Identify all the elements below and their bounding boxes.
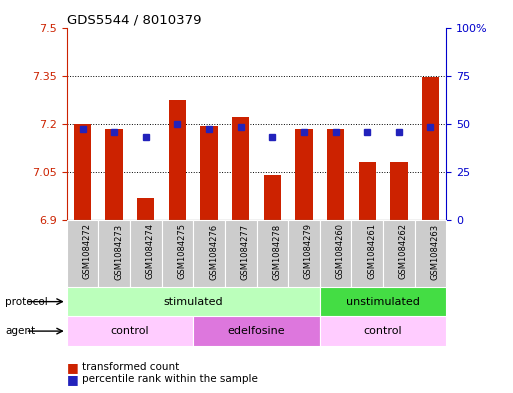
Bar — [67, 287, 320, 316]
Bar — [351, 220, 383, 287]
Bar — [256, 220, 288, 287]
Bar — [225, 220, 256, 287]
Bar — [383, 220, 415, 287]
Text: ■: ■ — [67, 373, 78, 386]
Text: ■: ■ — [67, 361, 78, 374]
Bar — [320, 316, 446, 346]
Bar — [288, 220, 320, 287]
Bar — [137, 198, 154, 220]
Bar — [67, 316, 193, 346]
Text: GSM1084279: GSM1084279 — [304, 223, 313, 279]
Text: unstimulated: unstimulated — [346, 297, 420, 307]
Text: control: control — [364, 326, 402, 336]
Bar — [390, 162, 407, 220]
Bar — [264, 175, 281, 220]
Text: GSM1084273: GSM1084273 — [114, 223, 123, 279]
Text: GSM1084262: GSM1084262 — [399, 223, 408, 279]
Text: edelfosine: edelfosine — [228, 326, 285, 336]
Text: control: control — [111, 326, 149, 336]
Bar — [74, 124, 91, 220]
Bar — [67, 220, 98, 287]
Bar — [193, 220, 225, 287]
Bar — [169, 100, 186, 220]
Bar — [359, 162, 376, 220]
Text: agent: agent — [5, 326, 35, 336]
Text: GSM1084276: GSM1084276 — [209, 223, 218, 279]
Text: GSM1084272: GSM1084272 — [83, 223, 91, 279]
Text: GSM1084277: GSM1084277 — [241, 223, 250, 279]
Text: GSM1084263: GSM1084263 — [430, 223, 440, 279]
Text: transformed count: transformed count — [82, 362, 180, 373]
Bar — [193, 316, 320, 346]
Bar — [98, 220, 130, 287]
Bar — [295, 129, 312, 220]
Bar — [320, 220, 351, 287]
Bar — [130, 220, 162, 287]
Text: protocol: protocol — [5, 297, 48, 307]
Bar — [106, 129, 123, 220]
Bar — [320, 287, 446, 316]
Bar — [422, 77, 439, 220]
Text: percentile rank within the sample: percentile rank within the sample — [82, 374, 258, 384]
Bar — [327, 129, 344, 220]
Text: stimulated: stimulated — [164, 297, 223, 307]
Bar — [415, 220, 446, 287]
Text: GSM1084278: GSM1084278 — [272, 223, 281, 279]
Bar — [162, 220, 193, 287]
Text: GSM1084261: GSM1084261 — [367, 223, 376, 279]
Text: GSM1084274: GSM1084274 — [146, 223, 155, 279]
Text: GSM1084275: GSM1084275 — [177, 223, 186, 279]
Bar — [201, 126, 218, 220]
Text: GSM1084260: GSM1084260 — [336, 223, 345, 279]
Bar — [232, 118, 249, 220]
Text: GDS5544 / 8010379: GDS5544 / 8010379 — [67, 13, 201, 26]
